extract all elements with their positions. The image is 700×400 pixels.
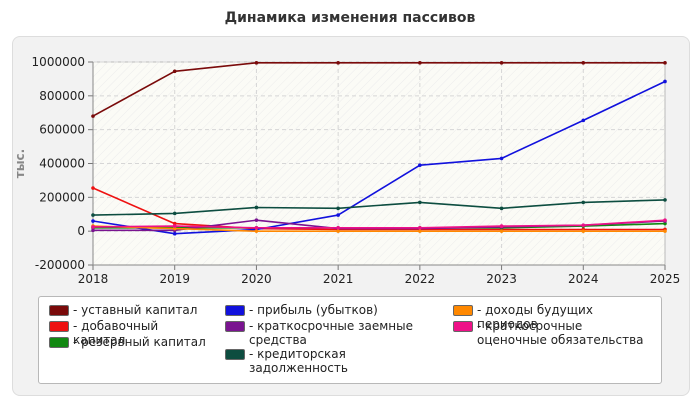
data-point	[91, 186, 95, 190]
x-tick-label: 2022	[405, 272, 436, 286]
data-point	[91, 219, 95, 223]
legend-swatch	[49, 305, 69, 316]
data-point	[254, 218, 259, 222]
legend-label: - кредиторская задолженность	[249, 347, 348, 375]
data-point	[663, 79, 667, 84]
legend-swatch	[49, 321, 69, 332]
x-tick-label: 2019	[159, 272, 190, 286]
legend-swatch	[225, 321, 245, 332]
legend: - уставный капитал - добавочный капитал - …	[38, 296, 662, 384]
data-point	[418, 200, 422, 205]
y-tick-label: 0	[77, 224, 85, 238]
data-point	[663, 221, 667, 226]
legend-label: - добавочный капитал	[73, 319, 159, 347]
legend-label: - уставный капитал	[73, 303, 198, 317]
data-point	[91, 228, 95, 233]
data-point	[581, 229, 586, 233]
series-line-6	[92, 199, 666, 216]
data-point	[663, 61, 667, 65]
data-point	[499, 61, 504, 65]
data-point	[581, 118, 586, 123]
data-point	[91, 225, 95, 229]
data-point	[172, 224, 177, 228]
data-point	[172, 231, 177, 236]
data-point	[581, 223, 586, 228]
x-tick-label: 2021	[323, 272, 354, 286]
data-point	[91, 114, 95, 118]
data-point	[663, 229, 667, 233]
data-point	[172, 221, 177, 226]
legend-label: - резервный капитал	[73, 335, 206, 349]
legend-swatch	[225, 305, 245, 316]
legend-label: - краткосрочные заемные средства	[249, 319, 413, 347]
data-point	[663, 218, 667, 222]
data-point	[254, 225, 259, 230]
y-tick-label: -200000	[35, 258, 85, 272]
data-point	[581, 200, 586, 205]
data-point	[499, 224, 504, 228]
data-point	[418, 225, 422, 230]
y-tick-label: 1000000	[32, 55, 85, 69]
data-point	[172, 211, 177, 216]
y-tick-label: 200000	[39, 190, 85, 204]
data-point	[499, 229, 504, 233]
y-tick-label: 800000	[39, 89, 85, 103]
legend-swatch	[49, 337, 69, 348]
x-tick-label: 2020	[241, 272, 272, 286]
x-tick-label: 2024	[568, 272, 599, 286]
data-point	[336, 229, 340, 233]
data-point	[254, 229, 259, 233]
series-line-4	[92, 80, 666, 235]
data-point	[663, 198, 667, 202]
legend-swatch	[453, 321, 473, 332]
data-point	[499, 206, 504, 211]
x-tick-label: 2025	[650, 272, 681, 286]
legend-label: - прибыль (убытков)	[249, 303, 378, 317]
series-line-8	[92, 219, 666, 229]
data-point	[254, 61, 259, 65]
y-tick-label: 600000	[39, 123, 85, 137]
data-point	[172, 226, 177, 231]
data-point	[418, 61, 422, 65]
chart-title: Динамика изменения пассивов	[224, 10, 476, 26]
x-tick-label: 2018	[78, 272, 109, 286]
series-line-1	[92, 61, 665, 117]
data-point	[336, 213, 340, 217]
series-line-2	[92, 187, 665, 231]
data-point	[418, 229, 422, 233]
data-point	[336, 225, 340, 230]
data-point	[172, 69, 177, 74]
data-point	[91, 213, 95, 217]
legend-label: - доходы будущих периодов	[477, 303, 593, 331]
data-point	[336, 61, 340, 65]
legend-label: - краткосрочные оценочные обязательства	[477, 319, 644, 347]
data-point	[499, 156, 504, 161]
y-tick-label: 400000	[39, 157, 85, 171]
data-point	[581, 61, 586, 65]
series-line-7	[92, 225, 665, 232]
data-point	[336, 206, 340, 211]
data-point	[254, 205, 259, 210]
y-axis-label: тыс.	[13, 149, 27, 178]
legend-swatch	[453, 305, 473, 316]
x-tick-label: 2023	[486, 272, 517, 286]
data-point	[418, 163, 422, 167]
legend-swatch	[225, 349, 245, 360]
